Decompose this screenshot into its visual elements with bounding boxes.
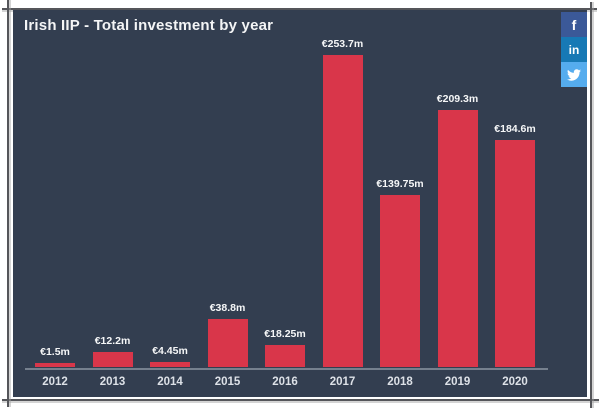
x-tick-label-2016: 2016 xyxy=(272,376,298,388)
linkedin-share-button[interactable]: in xyxy=(561,37,587,62)
frame-left-line xyxy=(7,0,9,407)
twitter-share-button[interactable] xyxy=(561,62,587,87)
x-tick-label-2014: 2014 xyxy=(157,376,183,388)
chart-title: Irish IIP - Total investment by year xyxy=(24,17,274,34)
linkedin-icon: in xyxy=(568,42,580,57)
x-tick-label-2018: 2018 xyxy=(387,376,413,388)
bar-2018[interactable] xyxy=(380,195,420,367)
frame-top-line xyxy=(2,8,597,10)
x-tick-label-2015: 2015 xyxy=(214,376,241,388)
plot-area: €1.5m 2012 €12.2m 2013 €4.45m 2014 €38.8m 2015 €… xyxy=(13,10,587,397)
x-axis-line xyxy=(25,368,548,370)
bar-2016[interactable] xyxy=(265,345,305,367)
bar-value-label-2019: €209.3m xyxy=(436,93,479,105)
chart-panel: Irish IIP - Total investment by year €1.… xyxy=(13,10,587,397)
twitter-bird-icon xyxy=(567,68,581,82)
bar-2012[interactable] xyxy=(35,363,75,367)
bar-value-label-2018: €139.75m xyxy=(376,178,424,190)
bar-value-label-2017: €253.7m xyxy=(321,38,364,50)
social-share-stack: f in xyxy=(561,12,587,87)
x-tick-label-2013: 2013 xyxy=(99,376,126,388)
bar-2014[interactable] xyxy=(150,362,190,367)
facebook-icon: f xyxy=(571,16,577,33)
bar-value-label-2013: €12.2m xyxy=(94,335,131,347)
frame-bottom-line xyxy=(2,399,599,401)
x-tick-label-2012: 2012 xyxy=(42,376,68,388)
bar-2015[interactable] xyxy=(207,319,248,367)
bar-2017[interactable] xyxy=(322,55,363,367)
x-tick-label-2017: 2017 xyxy=(329,376,356,388)
bar-value-label-2015: €38.8m xyxy=(209,302,246,314)
bar-2013[interactable] xyxy=(92,352,133,367)
facebook-share-button[interactable]: f xyxy=(561,12,587,37)
frame-right-line xyxy=(590,2,592,408)
x-tick-label-2020: 2020 xyxy=(502,376,528,388)
bar-value-label-2014: €4.45m xyxy=(152,345,188,357)
bar-value-label-2012: €1.5m xyxy=(40,346,70,358)
bar-value-label-2020: €184.6m xyxy=(494,123,536,135)
x-tick-label-2019: 2019 xyxy=(444,376,471,388)
bar-2020[interactable] xyxy=(495,140,535,367)
bar-2019[interactable] xyxy=(437,110,478,367)
bar-value-label-2016: €18.25m xyxy=(264,328,306,340)
